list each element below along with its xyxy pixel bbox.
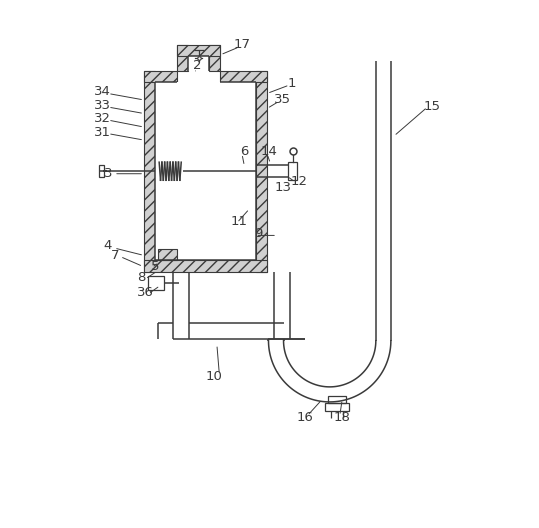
- Text: 12: 12: [290, 175, 307, 188]
- Bar: [144, 71, 155, 271]
- Bar: [220, 71, 267, 82]
- Text: 17: 17: [233, 39, 251, 51]
- Bar: [325, 403, 349, 411]
- Text: 33: 33: [94, 99, 111, 111]
- Bar: [148, 276, 164, 289]
- Text: 10: 10: [206, 370, 223, 383]
- Text: 9: 9: [254, 228, 262, 240]
- Bar: [144, 71, 177, 82]
- Text: 3: 3: [103, 167, 112, 180]
- Text: 16: 16: [296, 411, 313, 425]
- Bar: [188, 56, 209, 71]
- Text: 11: 11: [231, 215, 248, 228]
- Text: 34: 34: [94, 86, 111, 99]
- Bar: [155, 82, 256, 260]
- Text: 5: 5: [151, 260, 160, 273]
- Bar: [144, 260, 267, 271]
- Text: 7: 7: [111, 249, 119, 262]
- Text: 4: 4: [104, 239, 112, 252]
- Text: 13: 13: [275, 181, 292, 194]
- Text: 15: 15: [424, 99, 441, 112]
- Bar: [158, 249, 177, 260]
- Text: 18: 18: [334, 411, 351, 425]
- Bar: [99, 165, 104, 177]
- Text: 35: 35: [273, 93, 291, 107]
- Bar: [256, 71, 267, 271]
- Bar: [288, 162, 297, 180]
- Text: 31: 31: [94, 126, 111, 138]
- Text: 36: 36: [137, 286, 154, 299]
- Bar: [177, 45, 188, 71]
- Text: 6: 6: [240, 145, 248, 158]
- Text: 14: 14: [261, 145, 278, 158]
- Bar: [177, 45, 220, 56]
- Bar: [209, 45, 220, 71]
- Bar: [328, 396, 346, 403]
- Text: 1: 1: [288, 77, 296, 90]
- Text: 32: 32: [94, 112, 111, 125]
- Text: 2: 2: [192, 59, 201, 72]
- Text: 8: 8: [137, 271, 146, 284]
